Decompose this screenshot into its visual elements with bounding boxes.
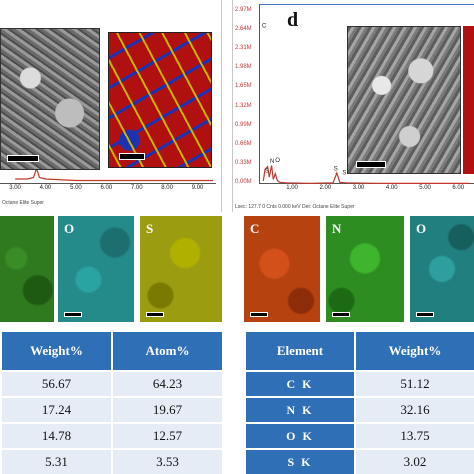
element-cell: C K (244, 370, 356, 398)
peak-label: S (342, 171, 346, 177)
element-map-nitrogen-right: N (326, 216, 404, 322)
spectrum-series-left (15, 166, 213, 182)
x-tick-label: 8.00 (161, 185, 173, 191)
scale-bar (332, 312, 350, 317)
element-map-label: C (250, 221, 260, 236)
table-cell: 32.16 (354, 396, 474, 424)
table-row: 17.24 19.67 (0, 396, 224, 424)
table-cell: 12.57 (111, 422, 224, 450)
y-tick-label: 2.97M (235, 7, 252, 13)
element-map-label: O (416, 221, 427, 236)
y-tick-label: 0.99M (235, 121, 252, 128)
composition-table-left: Weight% Atom% 56.67 64.23 17.24 19.67 14… (0, 330, 224, 474)
scale-bar (416, 312, 434, 317)
scale-bar (7, 155, 39, 162)
column-header: Element (244, 330, 356, 372)
table-cell: 5.31 (0, 448, 113, 474)
eds-panel-right: 2.97M 2.64M 2.31M 1.98M 1.65M 1.32M 0.99M 0.66M… (232, 0, 474, 212)
detector-caption-left: Octane Elite Super (2, 200, 44, 206)
table-header-row: Weight% Atom% (0, 330, 224, 372)
element-map-left-1 (0, 216, 54, 322)
table-cell: 14.78 (0, 422, 113, 450)
x-axis-left: 3.00 4.00 5.00 6.00 7.00 8.00 9.00 (0, 184, 216, 198)
eds-layered-map-left (108, 32, 212, 168)
peak-label: S (265, 168, 269, 174)
eds-spectrum-left (0, 4, 216, 184)
table-row: S K 3.02 (244, 448, 474, 474)
peak-label: O (275, 158, 280, 164)
composition-table-right: Element Weight% C K 51.12 N K 32.16 O K … (244, 330, 474, 474)
x-tick-label: 5.00 (419, 185, 431, 191)
x-axis-right: 1.00 2.00 3.00 4.00 5.00 6.00 (259, 184, 474, 198)
x-tick-label: 4.00 (385, 185, 398, 191)
sem-image-left (0, 28, 100, 170)
x-tick-label: 1.00 (286, 185, 298, 191)
eds-layered-map-right (463, 26, 474, 174)
eds-spectrum-right-svg: CSN OSS (262, 24, 470, 185)
table-cell: 19.67 (111, 396, 224, 424)
x-tick-label: 2.00 (319, 185, 332, 191)
x-tick-label: 3.00 (9, 185, 21, 191)
table-cell: 51.12 (354, 370, 474, 398)
scale-bar (356, 161, 386, 168)
scale-bar (64, 312, 82, 317)
y-tick-label: 2.64M (235, 26, 252, 33)
column-header: Atom% (111, 330, 224, 372)
y-tick-label: 1.65M (235, 83, 252, 90)
x-tick-label: 5.00 (70, 185, 82, 191)
detector-caption-right: Lsec: 127.7 0 Cnts 0.000 keV Det: Octane… (235, 204, 355, 210)
scale-bar (119, 153, 145, 160)
element-map-label: S (146, 221, 154, 236)
spectrum-series-right (262, 165, 470, 185)
element-map-sulfur-left: S (140, 216, 222, 322)
element-cell: S K (244, 448, 356, 474)
y-tick-label: 0.00M (235, 179, 252, 185)
scale-bar (146, 312, 164, 317)
table-cell: 56.67 (0, 370, 113, 398)
table-row: 56.67 64.23 (0, 370, 224, 398)
y-tick-label: 1.32M (235, 102, 252, 109)
x-tick-label: 9.00 (191, 185, 204, 191)
table-cell: 3.02 (354, 448, 474, 474)
x-tick-label: 6.00 (100, 185, 113, 191)
element-map-oxygen-left: O (58, 216, 134, 322)
element-map-label: N (332, 221, 342, 236)
y-tick-label: 0.66M (235, 140, 252, 147)
peak-label: S (334, 167, 338, 173)
peak-label: C (262, 24, 267, 30)
x-tick-label: 3.00 (352, 185, 365, 191)
x-tick-label: 7.00 (130, 185, 143, 191)
y-tick-label: 1.98M (235, 64, 252, 71)
element-cell: N K (244, 396, 356, 424)
peak-label: N (270, 159, 274, 165)
element-map-label: O (64, 221, 75, 236)
column-header: Weight% (354, 330, 474, 372)
element-cell: O K (244, 422, 356, 450)
table-row: N K 32.16 (244, 396, 474, 424)
panel-letter: d (287, 9, 299, 31)
table-row: 14.78 12.57 (0, 422, 224, 450)
element-map-carbon-right: C (244, 216, 320, 322)
y-tick-label: 0.33M (235, 159, 252, 166)
table-cell: 64.23 (111, 370, 224, 398)
y-tick-label: 2.31M (235, 45, 252, 52)
table-row: 5.31 3.53 (0, 448, 224, 474)
table-header-row: Element Weight% (244, 330, 474, 372)
eds-spectrum-left-svg (15, 166, 213, 182)
x-tick-label: 6.00 (452, 185, 465, 191)
table-cell: 13.75 (354, 422, 474, 450)
sem-image-right (347, 26, 461, 174)
table-row: O K 13.75 (244, 422, 474, 450)
x-tick-label: 4.00 (39, 185, 52, 191)
column-header: Weight% (0, 330, 113, 372)
eds-panel-left: 3.00 4.00 5.00 6.00 7.00 8.00 9.00 Octane Elit… (0, 0, 222, 212)
table-cell: 3.53 (111, 448, 224, 474)
table-row: C K 51.12 (244, 370, 474, 398)
element-map-oxygen-right: O (410, 216, 474, 322)
scale-bar (250, 312, 268, 317)
table-cell: 17.24 (0, 396, 113, 424)
